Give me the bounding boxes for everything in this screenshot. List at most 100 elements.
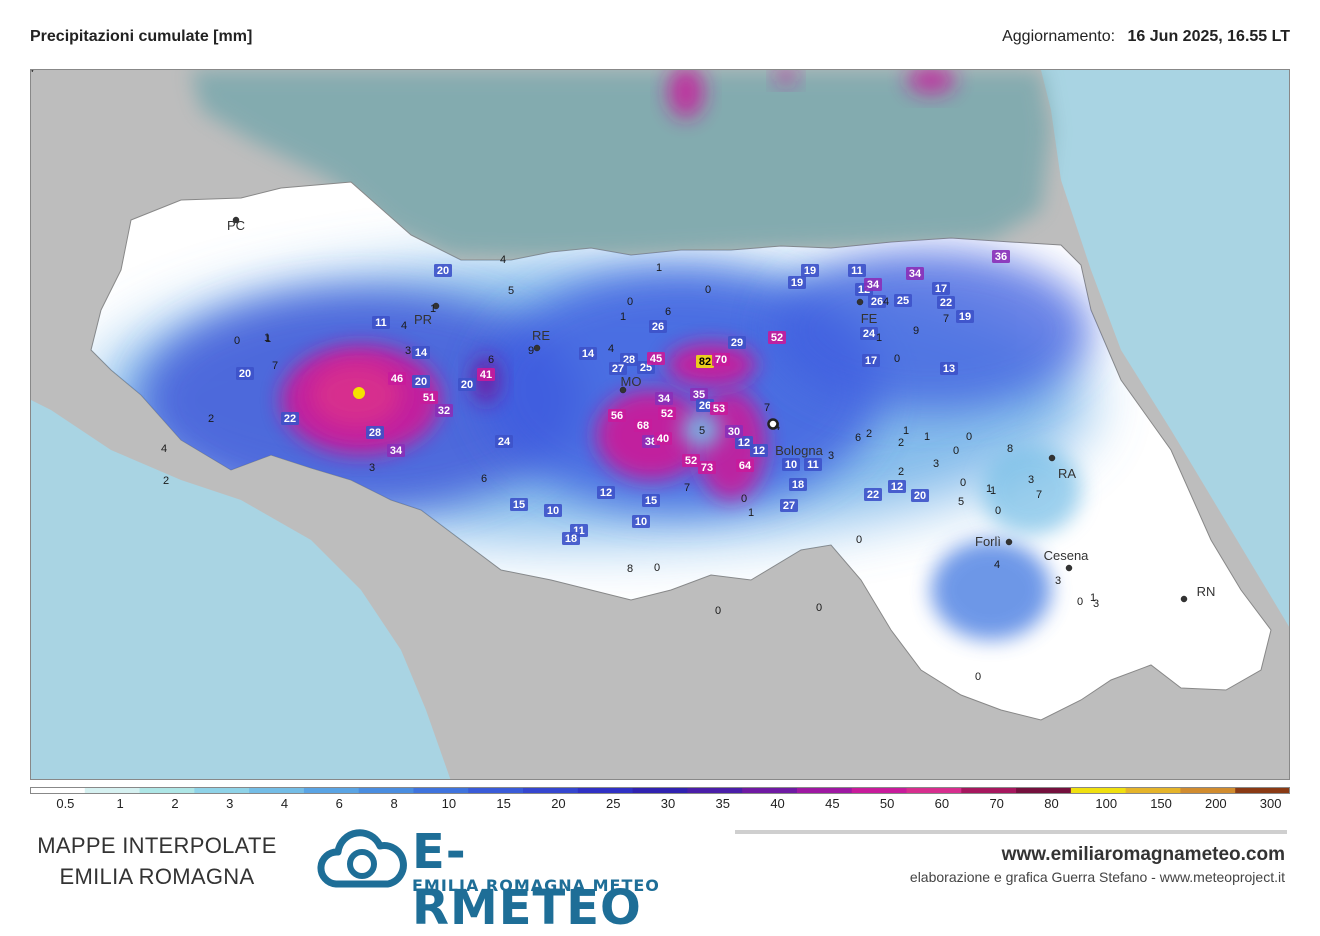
svg-text:18: 18 <box>792 479 804 491</box>
legend-color-swatch <box>413 787 469 793</box>
svg-text:6: 6 <box>488 354 494 366</box>
svg-text:32: 32 <box>438 405 450 417</box>
station-value: 2 <box>866 428 872 440</box>
svg-text:5: 5 <box>508 285 514 297</box>
station-value: 46 <box>388 372 406 385</box>
legend-tick-label: 3 <box>226 796 233 811</box>
station-value: 1 <box>265 333 271 345</box>
city-label-mo: MO <box>621 374 642 389</box>
station-value: 4 <box>774 421 780 433</box>
city-label-rn: RN <box>1197 584 1216 599</box>
svg-text:1: 1 <box>990 485 996 497</box>
svg-text:82: 82 <box>699 356 711 368</box>
station-value: 15 <box>642 494 660 507</box>
city-dot-ce <box>1065 564 1073 572</box>
svg-text:22: 22 <box>284 413 296 425</box>
svg-text:45: 45 <box>650 353 662 365</box>
station-value: 7 <box>272 360 278 372</box>
legend-tick-label: 300 <box>1260 796 1282 811</box>
website-link[interactable]: www.emiliaromagnameteo.com <box>1001 844 1285 865</box>
station-value: 2 <box>898 437 904 449</box>
station-value: 0 <box>966 431 972 443</box>
svg-text:8: 8 <box>627 563 633 575</box>
legend-tick-label: 6 <box>336 796 343 811</box>
svg-text:0: 0 <box>654 562 660 574</box>
svg-text:53: 53 <box>713 403 725 415</box>
svg-text:10: 10 <box>785 459 797 471</box>
station-value: 73 <box>698 461 716 474</box>
legend-color-swatch <box>1070 787 1127 793</box>
svg-text:3: 3 <box>1028 474 1034 486</box>
legend-tick-label: 35 <box>716 796 730 811</box>
station-value: 30 <box>725 425 743 438</box>
station-value: 68 <box>634 419 652 432</box>
svg-text:4: 4 <box>608 343 614 355</box>
legend-color-swatch <box>139 787 195 793</box>
svg-text:13: 13 <box>943 363 955 375</box>
svg-text:3: 3 <box>369 462 375 474</box>
svg-text:26: 26 <box>699 400 711 412</box>
station-value: 17 <box>932 282 950 295</box>
station-value: 22 <box>864 488 882 501</box>
station-value: 4 <box>401 320 407 332</box>
station-value: 10 <box>632 515 650 528</box>
svg-text:2: 2 <box>866 428 872 440</box>
svg-text:8: 8 <box>1007 443 1013 455</box>
svg-text:64: 64 <box>739 460 752 472</box>
svg-text:2: 2 <box>898 466 904 478</box>
station-value: 12 <box>888 480 906 493</box>
svg-text:7: 7 <box>1036 489 1042 501</box>
credit-text: elaborazione e grafica Guerra Stefano - … <box>909 869 1285 885</box>
svg-text:12: 12 <box>753 445 765 457</box>
brand-logo[interactable]: E-RMETEO EMILIA ROMAGNA METEO <box>316 824 676 936</box>
station-value: 1 <box>876 332 882 344</box>
svg-text:4: 4 <box>500 254 506 266</box>
city-label-pr: PR <box>414 312 432 327</box>
svg-text:20: 20 <box>461 379 473 391</box>
legend-tick-label: 45 <box>825 796 839 811</box>
station-value: 4 <box>31 70 34 75</box>
station-value: 7 <box>1036 489 1042 501</box>
svg-text:0: 0 <box>1077 596 1083 608</box>
svg-text:19: 19 <box>959 311 971 323</box>
legend-color-swatch <box>84 787 141 793</box>
svg-text:34: 34 <box>909 268 922 280</box>
svg-text:11: 11 <box>375 317 387 329</box>
legend-color-swatch <box>961 787 1017 793</box>
svg-text:15: 15 <box>513 499 525 511</box>
svg-text:6: 6 <box>855 432 861 444</box>
precipitation-map[interactable]: PC PR RE MO Bologna FE RA Forlì Cesena RN 20 11 2 1 6… <box>30 69 1290 780</box>
station-value: 1 <box>903 425 909 437</box>
station-value: 14 <box>579 347 597 360</box>
svg-text:56: 56 <box>611 410 623 422</box>
station-value: 4 <box>883 296 889 308</box>
footer-divider <box>735 830 1287 834</box>
station-value: 34 <box>906 267 924 280</box>
svg-text:1: 1 <box>986 483 992 495</box>
station-value: 8 <box>1007 443 1013 455</box>
svg-text:11: 11 <box>851 265 863 277</box>
svg-text:34: 34 <box>658 393 671 405</box>
svg-text:68: 68 <box>637 420 649 432</box>
station-value: 8 <box>627 563 633 575</box>
svg-text:52: 52 <box>771 332 783 344</box>
svg-text:0: 0 <box>234 335 240 347</box>
station-value: 4 <box>994 559 1000 571</box>
svg-text:0: 0 <box>960 477 966 489</box>
station-value: 0 <box>995 505 1001 517</box>
city-dot-mo <box>619 386 627 394</box>
city-label-pc: PC <box>227 218 245 233</box>
legend-color-swatch <box>358 787 414 793</box>
svg-text:5: 5 <box>958 496 964 508</box>
city-dot-rn <box>1180 595 1188 603</box>
city-dot-fe <box>856 298 864 306</box>
svg-text:0: 0 <box>894 353 900 365</box>
legend-tick-label: 40 <box>770 796 784 811</box>
legend-color-swatch <box>194 787 250 793</box>
station-value: 0 <box>654 562 660 574</box>
brand-subtitle: EMILIA ROMAGNA METEO <box>412 876 660 895</box>
station-value: 11 <box>804 458 822 471</box>
station-value: 20 <box>236 367 254 380</box>
svg-text:1: 1 <box>430 303 436 315</box>
station-value: 0 <box>975 671 981 683</box>
